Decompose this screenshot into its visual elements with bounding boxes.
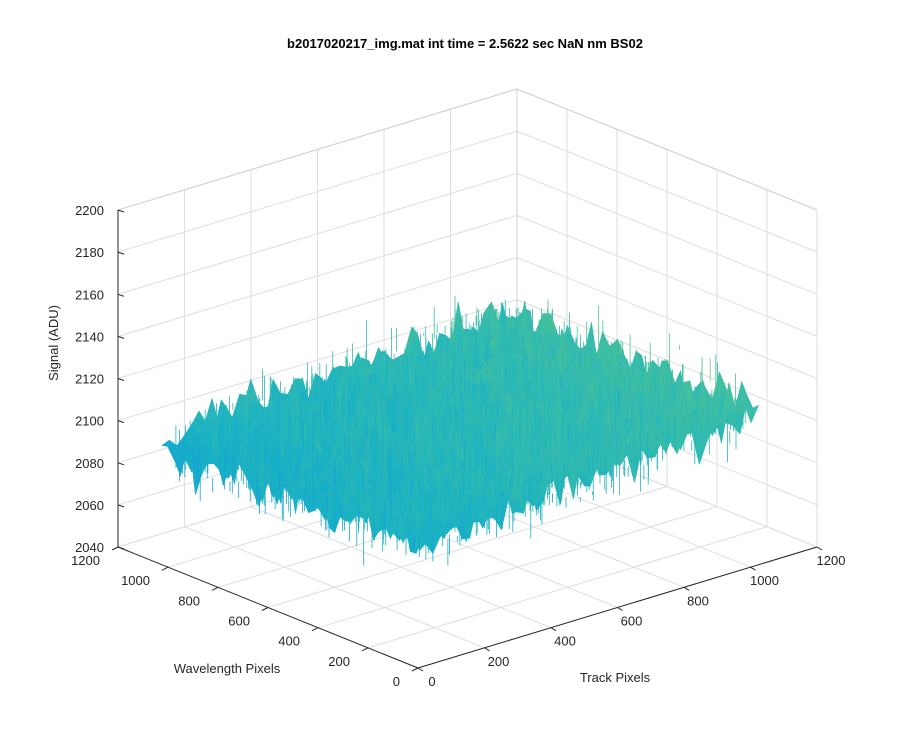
- x-tick-label: 1000: [750, 573, 779, 588]
- back-wall-grid-line: [117, 257, 518, 379]
- x-tick-label: 400: [554, 634, 576, 649]
- z-tick-label: 2200: [75, 203, 104, 218]
- y-tick-mark: [411, 667, 419, 672]
- z-tick-mark: [117, 462, 125, 466]
- z-tick-label: 2060: [75, 498, 104, 513]
- side-wall-grid-line: [516, 214, 818, 337]
- floor-grid-line: [267, 486, 668, 608]
- z-tick-mark: [117, 293, 125, 297]
- chart-surface: [161, 295, 760, 566]
- z-tick-mark: [117, 209, 125, 213]
- x-tick-label: 1200: [817, 553, 846, 568]
- z-tick-label: 2140: [75, 329, 104, 344]
- box-edge: [117, 88, 518, 211]
- z-axis-label: Signal (ADU): [46, 305, 61, 381]
- side-wall-grid-line: [516, 130, 818, 253]
- z-tick-mark: [117, 546, 125, 550]
- z-tick-mark: [117, 335, 125, 339]
- x-tick-label: 800: [687, 593, 709, 608]
- y-tick-mark: [361, 647, 369, 652]
- z-tick-label: 2180: [75, 245, 104, 260]
- y-tick-mark: [111, 546, 119, 551]
- z-tick-label: 2100: [75, 414, 104, 429]
- y-tick-mark: [161, 566, 169, 571]
- y-tick-label: 600: [228, 614, 250, 629]
- y-tick-mark: [211, 586, 219, 591]
- side-wall-grid-line: [516, 257, 818, 379]
- x-tick-mark: [617, 607, 623, 611]
- chart-axes: [111, 209, 823, 672]
- x-tick-label: 200: [488, 654, 510, 669]
- z-tick-label: 2080: [75, 456, 104, 471]
- side-wall-grid-line: [516, 172, 818, 295]
- z-tick-label: 2160: [75, 287, 104, 302]
- side-wall-grid-line: [516, 299, 818, 422]
- floor-grid-line: [317, 506, 718, 629]
- y-tick-label: 200: [328, 654, 350, 669]
- z-tick-label: 2040: [75, 540, 104, 555]
- chart-ticks: 0 200 400 600 800 1000 1200 0 200 400 600 800 1000 12…: [71, 203, 845, 689]
- y-tick-mark: [311, 627, 319, 632]
- back-wall-grid-line: [117, 130, 518, 253]
- y-axis-label: Wavelength Pixels: [174, 661, 281, 676]
- x-axis-label: Track Pixels: [580, 670, 651, 685]
- x-tick-mark: [816, 546, 823, 551]
- floor-grid-line: [367, 526, 768, 649]
- x-tick-mark: [550, 627, 557, 632]
- chart-title: b2017020217_img.mat int time = 2.5622 se…: [287, 36, 643, 51]
- x-tick-mark: [683, 586, 690, 591]
- box-edge: [516, 88, 818, 211]
- x-tick-label: 0: [428, 674, 435, 689]
- z-tick-label: 2120: [75, 372, 104, 387]
- x-tick-mark: [484, 647, 490, 652]
- back-wall-grid-line: [117, 172, 518, 295]
- x-tick-mark: [417, 667, 424, 672]
- y-tick-label: 400: [278, 634, 300, 649]
- y-tick-mark: [261, 607, 269, 611]
- z-tick-mark: [117, 420, 125, 424]
- z-tick-mark: [117, 378, 125, 381]
- x-tick-mark: [750, 566, 756, 571]
- y-tick-label: 800: [178, 593, 200, 608]
- back-wall-grid-line: [117, 214, 518, 337]
- y-tick-label: 1000: [121, 573, 150, 588]
- back-wall-grid-line: [117, 299, 518, 422]
- z-tick-mark: [117, 251, 125, 255]
- z-tick-mark: [117, 504, 125, 508]
- y-tick-label: 1200: [71, 553, 100, 568]
- y-tick-label: 0: [393, 674, 400, 689]
- x-tick-label: 600: [621, 614, 643, 629]
